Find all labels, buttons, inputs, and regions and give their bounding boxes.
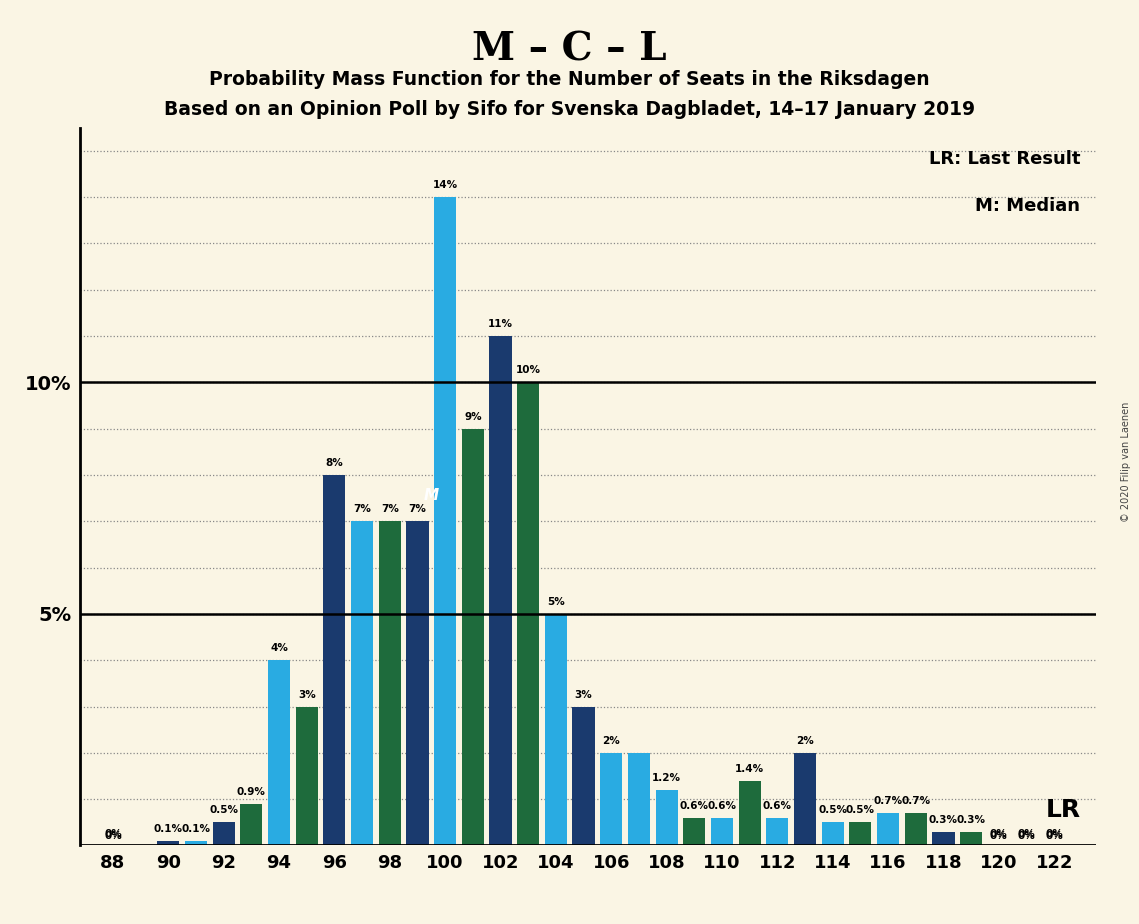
Text: 3%: 3% (298, 689, 316, 699)
Bar (378, 521, 401, 845)
Text: 0.3%: 0.3% (957, 815, 985, 824)
Text: 0%: 0% (1017, 831, 1035, 841)
Text: 0%: 0% (104, 829, 122, 838)
Text: 0%: 0% (104, 831, 122, 841)
Text: 0.5%: 0.5% (210, 806, 238, 815)
Text: 0%: 0% (1017, 829, 1035, 838)
Bar (600, 753, 622, 845)
Text: M – C – L: M – C – L (473, 30, 666, 68)
Bar (323, 475, 345, 845)
Text: LR: LR (1046, 798, 1081, 822)
Text: 0.5%: 0.5% (846, 806, 875, 815)
Bar (821, 822, 844, 845)
Bar (904, 813, 927, 845)
Bar (960, 832, 982, 845)
Text: M: Median: M: Median (975, 197, 1081, 215)
Text: 2%: 2% (796, 736, 814, 746)
Text: 0.9%: 0.9% (237, 787, 265, 796)
Bar (933, 832, 954, 845)
Text: 0%: 0% (1046, 831, 1063, 841)
Bar (850, 822, 871, 845)
Text: 0%: 0% (990, 831, 1008, 841)
Bar (738, 781, 761, 845)
Text: 7%: 7% (409, 505, 426, 515)
Text: 2%: 2% (603, 736, 620, 746)
Bar (767, 818, 788, 845)
Text: M: M (424, 488, 439, 503)
Text: 0.7%: 0.7% (901, 796, 931, 806)
Text: 0%: 0% (990, 829, 1008, 838)
Bar (877, 813, 899, 845)
Bar (683, 818, 705, 845)
Bar (656, 790, 678, 845)
Bar (711, 818, 734, 845)
Text: © 2020 Filip van Laenen: © 2020 Filip van Laenen (1121, 402, 1131, 522)
Bar (407, 521, 428, 845)
Bar (296, 707, 318, 845)
Text: 0.6%: 0.6% (707, 801, 737, 810)
Bar (240, 804, 262, 845)
Bar (573, 707, 595, 845)
Text: 0%: 0% (1046, 829, 1063, 838)
Text: 3%: 3% (575, 689, 592, 699)
Text: 1.2%: 1.2% (653, 773, 681, 783)
Text: Probability Mass Function for the Number of Seats in the Riksdagen: Probability Mass Function for the Number… (210, 70, 929, 90)
Text: Based on an Opinion Poll by Sifo for Svenska Dagbladet, 14–17 January 2019: Based on an Opinion Poll by Sifo for Sve… (164, 100, 975, 119)
Bar (185, 841, 207, 845)
Text: 4%: 4% (270, 643, 288, 653)
Text: 0.1%: 0.1% (154, 824, 183, 833)
Bar (268, 660, 290, 845)
Text: 8%: 8% (326, 458, 343, 468)
Bar (461, 429, 484, 845)
Bar (628, 753, 650, 845)
Text: 5%: 5% (547, 597, 565, 607)
Text: 9%: 9% (464, 411, 482, 421)
Text: 0.7%: 0.7% (874, 796, 902, 806)
Text: 14%: 14% (433, 180, 458, 190)
Bar (794, 753, 817, 845)
Text: 7%: 7% (353, 505, 371, 515)
Text: 0.6%: 0.6% (763, 801, 792, 810)
Text: 0.3%: 0.3% (929, 815, 958, 824)
Bar (351, 521, 374, 845)
Text: 0.1%: 0.1% (181, 824, 211, 833)
Bar (157, 841, 179, 845)
Bar (434, 197, 457, 845)
Bar (544, 614, 567, 845)
Bar (490, 336, 511, 845)
Bar (213, 822, 235, 845)
Text: 10%: 10% (516, 365, 541, 375)
Text: 1.4%: 1.4% (735, 763, 764, 773)
Text: 7%: 7% (380, 505, 399, 515)
Text: 0.6%: 0.6% (680, 801, 708, 810)
Text: LR: Last Result: LR: Last Result (929, 151, 1081, 168)
Text: 11%: 11% (487, 319, 513, 329)
Bar (517, 383, 539, 845)
Text: 0.5%: 0.5% (818, 806, 847, 815)
